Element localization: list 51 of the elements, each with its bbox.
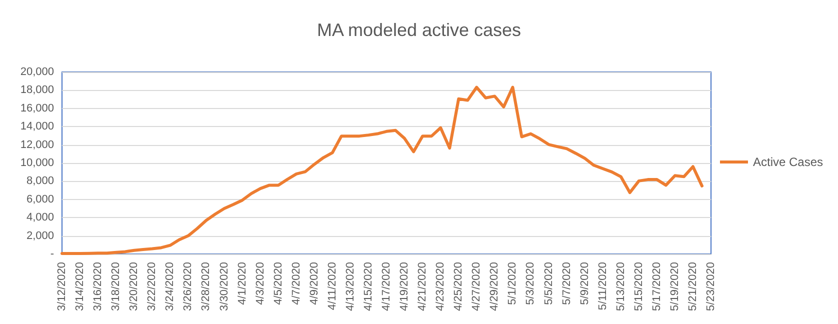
- y-tick-label: 10,000: [20, 157, 54, 169]
- x-tick-label: 4/19/2020: [398, 262, 411, 311]
- x-tick-label: 5/11/2020: [596, 262, 609, 310]
- x-tick-label: 4/27/2020: [470, 262, 483, 311]
- x-tick-label: 3/12/2020: [56, 262, 68, 311]
- x-tick-label: 5/13/2020: [614, 262, 627, 311]
- x-tick-label: 5/1/2020: [506, 262, 519, 305]
- x-tick-label: 4/23/2020: [434, 262, 447, 311]
- x-tick-label: 4/1/2020: [236, 262, 248, 305]
- line-series: [60, 86, 704, 256]
- x-tick-label: 4/5/2020: [272, 262, 284, 305]
- legend-label: Active Cases: [752, 155, 824, 169]
- y-tick-label: 18,000: [20, 84, 54, 96]
- x-tick-label: 5/3/2020: [524, 262, 537, 305]
- x-tick-label: 4/13/2020: [344, 262, 356, 311]
- x-tick-label: 4/9/2020: [308, 262, 320, 305]
- y-tick-label: 12,000: [20, 138, 54, 151]
- x-tick-label: 4/17/2020: [380, 262, 392, 311]
- x-tick-label: 3/18/2020: [110, 262, 122, 311]
- x-tick-label: 4/15/2020: [362, 262, 374, 311]
- y-tick-label: 16,000: [20, 102, 54, 114]
- x-tick-label: 3/16/2020: [92, 262, 104, 311]
- x-tick-label: 3/20/2020: [128, 262, 140, 311]
- x-tick-label: 3/28/2020: [200, 262, 212, 311]
- x-tick-label: 3/30/2020: [218, 262, 230, 311]
- x-tick-label: 4/29/2020: [488, 262, 501, 311]
- chart-title: MA modeled active cases: [316, 20, 522, 40]
- x-tick-label: 5/17/2020: [650, 262, 663, 311]
- y-tick-label: 8,000: [26, 175, 54, 188]
- x-tick-label: 5/9/2020: [578, 262, 591, 305]
- y-tick-label: -: [50, 248, 54, 260]
- x-tick-label: 5/21/2020: [686, 262, 699, 311]
- x-tick-label: 3/22/2020: [146, 262, 158, 311]
- y-tick-label: 4,000: [26, 212, 54, 224]
- x-tick-label: 4/7/2020: [290, 262, 302, 305]
- x-tick-label: 4/3/2020: [254, 262, 266, 305]
- x-tick-label: 5/23/2020: [705, 262, 717, 311]
- y-tick-label: 6,000: [26, 193, 54, 206]
- x-tick-label: 4/11/2020: [326, 262, 338, 310]
- x-tick-label: 3/14/2020: [74, 262, 86, 311]
- x-tick-label: 3/24/2020: [164, 262, 176, 311]
- y-tick-label: 2,000: [26, 230, 54, 242]
- x-tick-label: 4/21/2020: [416, 262, 429, 311]
- y-tick-label: 20,000: [20, 66, 54, 78]
- y-tick-label: 14,000: [20, 120, 54, 133]
- x-tick-label: 5/5/2020: [542, 262, 555, 305]
- x-tick-label: 4/25/2020: [452, 262, 465, 311]
- x-tick-label: 5/7/2020: [560, 262, 573, 305]
- x-tick-label: 5/15/2020: [632, 262, 645, 311]
- x-tick-label: 5/19/2020: [668, 262, 681, 311]
- x-tick-label: 3/26/2020: [182, 262, 194, 311]
